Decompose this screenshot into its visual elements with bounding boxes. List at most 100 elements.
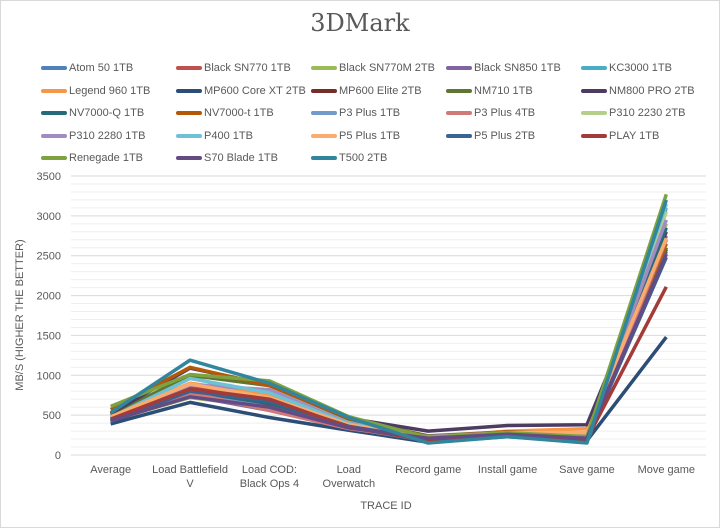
legend: Atom 50 1TB Black SN770 1TB Black SN770M 2… (41, 57, 716, 170)
x-tick-label: Load COD: (242, 464, 297, 476)
legend-label: Black SN770M 2TB (339, 62, 435, 75)
legend-item[interactable]: P5 Plus 1TB (311, 125, 446, 148)
legend-swatch (581, 88, 607, 93)
legend-label: P310 2280 1TB (69, 129, 146, 142)
legend-swatch (311, 133, 337, 138)
series-line (109, 231, 668, 433)
x-tick-label: Load Battlefield (152, 464, 228, 476)
legend-label: P310 2230 2TB (609, 107, 686, 120)
legend-label: Legend 960 1TB (69, 84, 151, 97)
legend-item[interactable]: NV7000-Q 1TB (41, 102, 176, 125)
legend-swatch (176, 88, 202, 93)
legend-swatch (41, 111, 67, 116)
legend-item[interactable]: Black SN850 1TB (446, 57, 581, 80)
legend-label: Black SN770 1TB (204, 62, 291, 75)
legend-item[interactable]: P3 Plus 4TB (446, 102, 581, 125)
y-tick-label: 500 (43, 410, 61, 422)
legend-label: PLAY 1TB (609, 129, 660, 142)
legend-swatch (41, 88, 67, 93)
legend-item[interactable]: P5 Plus 2TB (446, 125, 581, 148)
x-tick-label: Save game (559, 464, 615, 476)
series-line (110, 235, 668, 441)
x-axis-label: TRACE ID (360, 500, 411, 512)
legend-swatch (41, 66, 67, 71)
legend-label: NM800 PRO 2TB (609, 84, 695, 97)
legend-swatch (176, 133, 202, 138)
legend-label: P5 Plus 1TB (339, 129, 401, 142)
legend-item[interactable]: NM800 PRO 2TB (581, 80, 716, 103)
legend-item[interactable]: MP600 Core XT 2TB (176, 80, 311, 103)
series-line (110, 285, 668, 443)
y-tick-label: 1000 (37, 370, 61, 382)
legend-item[interactable]: PLAY 1TB (581, 125, 716, 148)
legend-label: P5 Plus 2TB (474, 129, 536, 142)
legend-item[interactable]: P310 2280 1TB (41, 125, 176, 148)
series-line (109, 199, 668, 445)
x-tick-label: Move game (638, 464, 695, 476)
series-line (110, 253, 668, 441)
series-line (110, 253, 668, 444)
legend-swatch (581, 66, 607, 71)
legend-swatch (311, 66, 337, 71)
series-line (109, 207, 668, 443)
legend-swatch (311, 88, 337, 93)
legend-label: S70 Blade 1TB (204, 152, 278, 165)
legend-swatch (311, 156, 337, 161)
legend-label: MP600 Elite 2TB (339, 84, 422, 97)
series-line (110, 256, 668, 442)
x-tick-label: Black Ops 4 (240, 478, 299, 490)
legend-item[interactable]: NV7000-t 1TB (176, 102, 311, 125)
legend-item[interactable]: P3 Plus 1TB (311, 102, 446, 125)
legend-item[interactable]: Black SN770M 2TB (311, 57, 446, 80)
legend-swatch (176, 111, 202, 116)
legend-swatch (446, 111, 472, 116)
legend-item[interactable]: KC3000 1TB (581, 57, 716, 80)
legend-label: NV7000-Q 1TB (69, 107, 145, 120)
legend-item[interactable]: Atom 50 1TB (41, 57, 176, 80)
series-line (110, 239, 668, 440)
legend-label: NM710 1TB (474, 84, 533, 97)
legend-swatch (446, 88, 472, 93)
legend-label: NV7000-t 1TB (204, 107, 274, 120)
legend-item[interactable]: Black SN770 1TB (176, 57, 311, 80)
legend-item[interactable]: P310 2230 2TB (581, 102, 716, 125)
legend-label: P3 Plus 1TB (339, 107, 401, 120)
legend-label: T500 2TB (339, 152, 388, 165)
y-tick-label: 2500 (37, 251, 61, 263)
series-line (110, 193, 668, 440)
legend-swatch (446, 66, 472, 71)
legend-swatch (311, 111, 337, 116)
legend-label: Renegade 1TB (69, 152, 143, 165)
y-tick-label: 1500 (37, 330, 61, 342)
legend-label: MP600 Core XT 2TB (204, 84, 306, 97)
y-tick-label: 3500 (37, 171, 61, 183)
legend-swatch (581, 111, 607, 116)
legend-label: Black SN850 1TB (474, 62, 561, 75)
legend-item[interactable]: MP600 Elite 2TB (311, 80, 446, 103)
legend-item[interactable]: Legend 960 1TB (41, 80, 176, 103)
legend-label: P400 1TB (204, 129, 253, 142)
legend-item[interactable]: P400 1TB (176, 125, 311, 148)
chart-title: 3DMark (310, 9, 410, 37)
legend-label: Atom 50 1TB (69, 62, 134, 75)
legend-item[interactable]: Renegade 1TB (41, 147, 176, 170)
series-line (110, 239, 668, 442)
legend-item[interactable]: S70 Blade 1TB (176, 147, 311, 170)
x-tick-label: V (186, 478, 194, 490)
y-tick-label: 3000 (37, 211, 61, 223)
y-tick-label: 0 (55, 450, 61, 462)
legend-label: P3 Plus 4TB (474, 107, 536, 120)
x-tick-label: Average (90, 464, 131, 476)
legend-swatch (176, 156, 202, 161)
x-tick-label: Overwatch (323, 478, 376, 490)
y-axis-label: MB/S (HIGHER THE BETTER) (14, 239, 26, 390)
x-tick-label: Load (337, 464, 361, 476)
series-line (109, 243, 668, 439)
x-tick-label: Install game (478, 464, 537, 476)
legend-swatch (41, 156, 67, 161)
legend-swatch (176, 66, 202, 71)
legend-item[interactable]: T500 2TB (311, 147, 446, 170)
legend-swatch (446, 133, 472, 138)
legend-item[interactable]: NM710 1TB (446, 80, 581, 103)
